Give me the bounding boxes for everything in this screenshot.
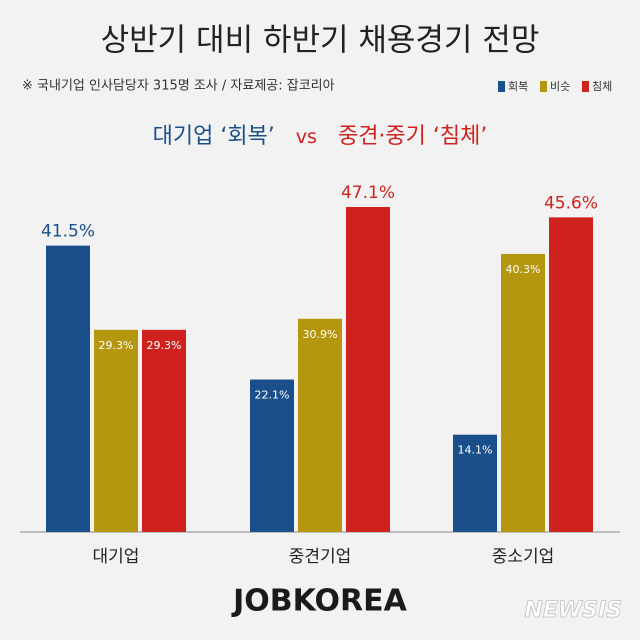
- value-label: 45.6%: [544, 193, 598, 213]
- bar: [346, 207, 390, 532]
- chart-subtitle: ※ 국내기업 인사담당자 315명 조사 / 자료제공: 잡코리아: [22, 79, 335, 94]
- value-label: 22.1%: [255, 389, 290, 402]
- legend-swatch: [540, 81, 547, 92]
- legend-label: 회복: [508, 80, 528, 93]
- legend-label: 비슷: [550, 80, 570, 93]
- chart-title: 상반기 대비 하반기 채용경기 전망: [101, 23, 540, 59]
- x-tick-label: 중견기업: [289, 547, 352, 567]
- value-label: 40.3%: [506, 263, 541, 276]
- bar: [453, 434, 497, 532]
- legend-swatch: [582, 81, 589, 92]
- value-label: 29.3%: [147, 339, 182, 352]
- value-label: 41.5%: [41, 222, 95, 242]
- footer-logo: JOBKOREA: [231, 584, 408, 619]
- bar: [46, 245, 90, 532]
- annotation-right: 중견·중기 ‘침체’: [338, 124, 487, 149]
- value-label: 30.9%: [303, 328, 338, 341]
- bar: [250, 379, 294, 532]
- bar: [142, 329, 186, 532]
- legend-label: 침체: [592, 80, 612, 93]
- annotation: 대기업 ‘회복’ vs 중견·중기 ‘침체’: [153, 124, 488, 149]
- value-label: 47.1%: [341, 183, 395, 203]
- bar: [298, 318, 342, 532]
- x-tick-label: 대기업: [93, 547, 140, 567]
- value-label: 29.3%: [99, 339, 134, 352]
- x-tick-label: 중소기업: [492, 547, 555, 567]
- legend-swatch: [498, 81, 505, 92]
- bar: [94, 329, 138, 532]
- bar: [501, 253, 545, 532]
- bar: [549, 217, 593, 533]
- value-label: 14.1%: [458, 444, 493, 457]
- watermark: NEWSIS: [524, 598, 622, 623]
- annotation-left: 대기업 ‘회복’: [153, 124, 275, 149]
- annotation-middle: vs: [296, 126, 317, 148]
